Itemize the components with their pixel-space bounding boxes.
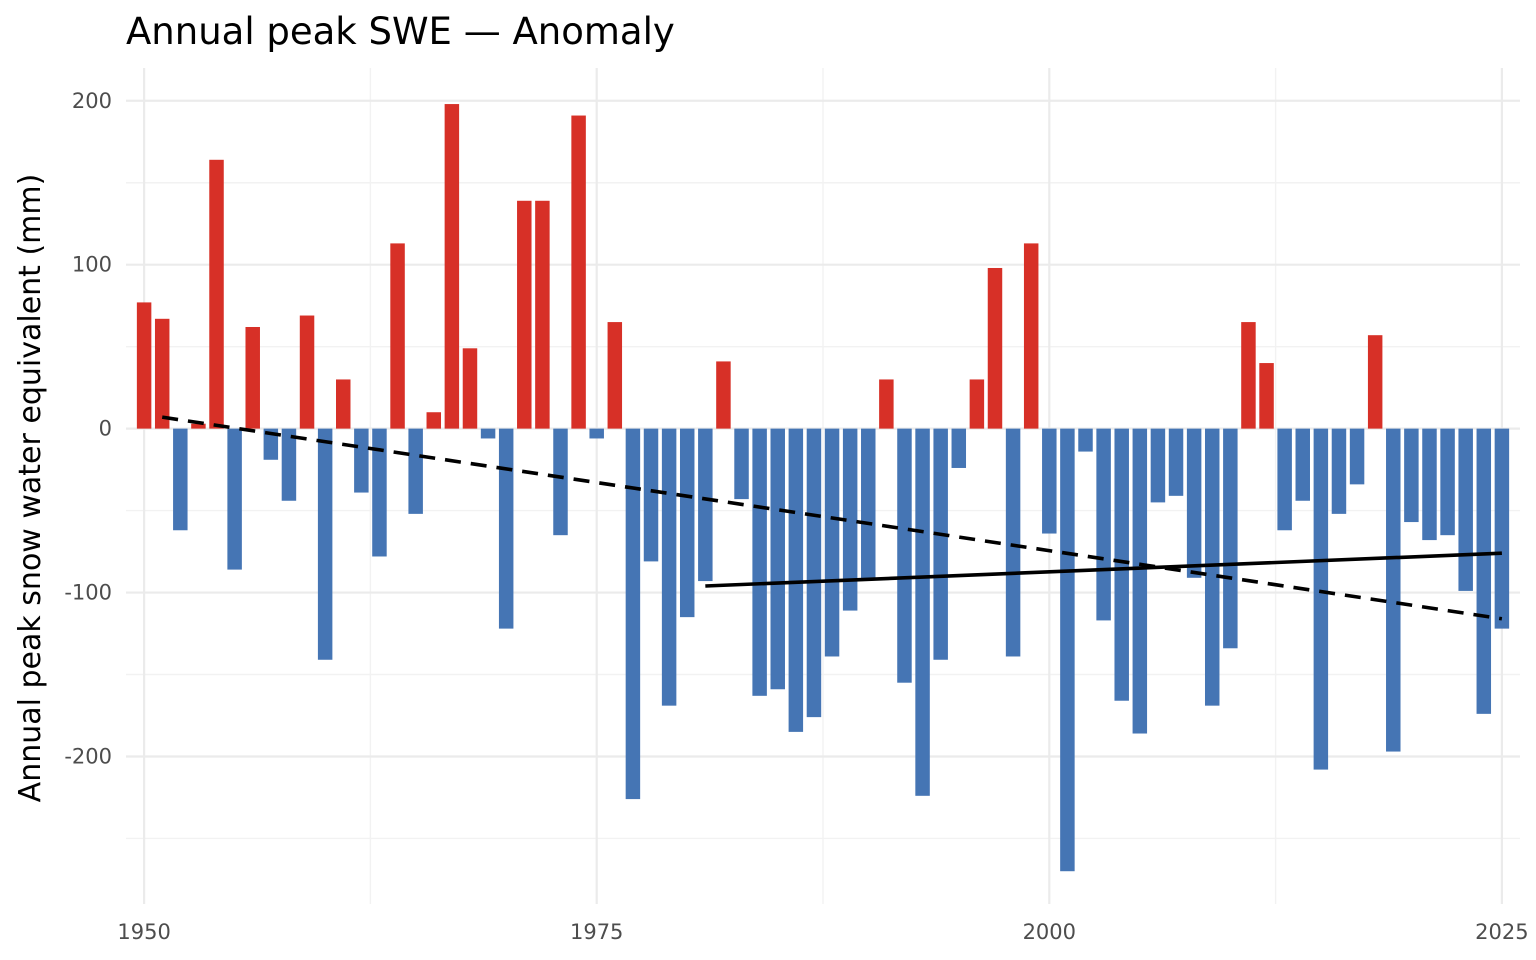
bar-1975 [589, 428, 604, 439]
bar-1986 [788, 428, 804, 732]
y-tick-label: 200 [72, 89, 112, 113]
bar-1982 [716, 361, 731, 429]
bar-1958 [281, 428, 297, 501]
bar-2013 [1277, 428, 1292, 531]
bar-1987 [806, 428, 822, 718]
y-axis-title: Annual peak snow water equivalent (mm) [13, 174, 48, 803]
bar-1972 [535, 200, 550, 429]
bar-1995 [951, 428, 967, 468]
bar-2003 [1096, 428, 1111, 621]
bar-1989 [842, 428, 858, 611]
bar-1955 [227, 428, 242, 570]
bar-1997 [987, 267, 1003, 429]
bar-1973 [553, 428, 568, 536]
axis-ticks: 200 100 0 -100 -200 1950 1975 2000 2025 [64, 89, 1528, 944]
bar-1985 [770, 428, 785, 690]
bar-1980 [679, 428, 695, 618]
x-tick-label: 1975 [570, 920, 623, 944]
bar-2009 [1204, 428, 1220, 706]
bar-1998 [1005, 428, 1021, 657]
bar-1991 [879, 379, 894, 429]
bar-1956 [245, 326, 260, 429]
bar-1984 [752, 428, 767, 696]
y-tick-label: -100 [64, 581, 112, 605]
bar-1963 [372, 428, 387, 557]
bar-2015 [1313, 428, 1329, 770]
bar-1983 [734, 428, 749, 500]
bar-1952 [173, 428, 188, 531]
x-tick-label: 2025 [1475, 920, 1528, 944]
y-tick-label: -200 [64, 744, 112, 768]
bar-2025 [1494, 428, 1510, 629]
bar-1994 [933, 428, 948, 660]
bar-1957 [263, 428, 279, 460]
bar-2004 [1114, 428, 1129, 701]
bar-1968 [462, 348, 478, 429]
bar-1967 [444, 104, 460, 429]
bar-1960 [317, 428, 333, 660]
bar-2020 [1404, 428, 1419, 523]
bar-2008 [1186, 428, 1202, 578]
chart-title: Annual peak SWE — Anomaly [126, 10, 675, 53]
bar-2010 [1223, 428, 1238, 649]
bar-1974 [571, 115, 586, 429]
bar-1954 [209, 159, 224, 429]
bar-2016 [1331, 428, 1347, 514]
bar-1950 [136, 302, 152, 429]
bar-2024 [1476, 428, 1492, 714]
bar-2012 [1259, 363, 1274, 429]
bar-1959 [299, 315, 315, 429]
x-tick-label: 2000 [1023, 920, 1076, 944]
bar-2018 [1367, 335, 1383, 429]
bar-2007 [1168, 428, 1184, 496]
trend-line-dashed [161, 415, 1503, 621]
y-tick-label: 0 [99, 417, 112, 441]
bar-1976 [607, 322, 623, 429]
bar-1996 [969, 379, 985, 429]
bar-1999 [1023, 243, 1039, 429]
bar-1993 [915, 428, 930, 796]
bar-1964 [390, 243, 405, 429]
bar-1951 [154, 318, 170, 429]
bar-2019 [1386, 428, 1401, 752]
bar-2017 [1349, 428, 1365, 485]
bar-1961 [336, 379, 351, 429]
bar-2006 [1150, 428, 1166, 503]
bar-2000 [1042, 428, 1057, 534]
bar-2005 [1132, 428, 1148, 734]
grid-lines [126, 68, 1520, 904]
bar-2023 [1458, 428, 1473, 591]
bar-1990 [861, 428, 876, 580]
bar-1971 [517, 200, 532, 429]
trend-lines [161, 415, 1503, 621]
bar-1970 [498, 428, 514, 629]
bar-1988 [824, 428, 840, 657]
bar-1979 [661, 428, 677, 706]
bar-2002 [1078, 428, 1093, 452]
bar-2022 [1440, 428, 1455, 536]
bar-2014 [1295, 428, 1310, 501]
bar-2011 [1241, 322, 1256, 429]
bar-1966 [426, 412, 442, 429]
x-tick-label: 1950 [117, 920, 170, 944]
bar-1978 [643, 428, 659, 562]
bar-1981 [698, 428, 713, 582]
bar-1992 [897, 428, 912, 683]
bar-2021 [1422, 428, 1437, 541]
bar-1962 [354, 428, 369, 493]
bar-2001 [1060, 428, 1075, 872]
bar-1977 [625, 428, 641, 800]
bar-1969 [480, 428, 496, 439]
trend-line-solid [705, 551, 1502, 588]
bar-1953 [191, 423, 206, 429]
anomaly-bars [136, 104, 1510, 872]
y-tick-label: 100 [72, 253, 112, 277]
bar-1965 [408, 428, 423, 514]
